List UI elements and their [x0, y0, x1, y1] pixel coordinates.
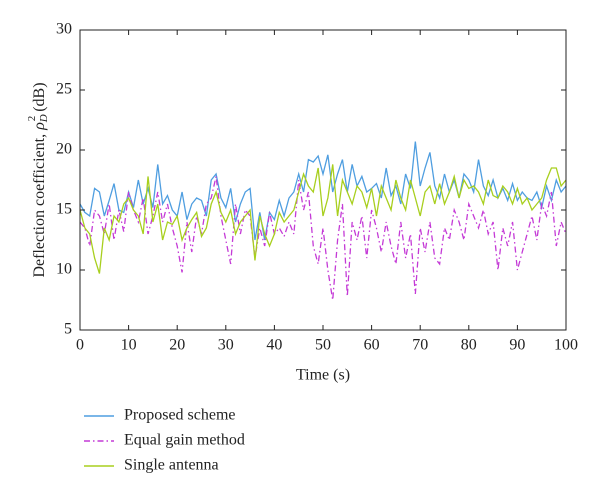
x-tick-label: 30	[218, 337, 234, 354]
y-tick-label: 30	[56, 21, 72, 38]
x-tick-label: 50	[315, 337, 331, 354]
x-tick-label: 90	[509, 337, 525, 354]
y-label-symbol: ρ	[31, 122, 48, 131]
legend-label: Equal gain method	[124, 432, 245, 449]
legend-label: Single antenna	[124, 457, 219, 474]
x-axis-label: Time (s)	[296, 367, 350, 384]
x-tick-label: 70	[412, 337, 428, 354]
y-tick-label: 25	[56, 81, 72, 98]
y-tick-label: 10	[56, 261, 72, 278]
y-label-unit: (dB)	[31, 82, 48, 115]
x-tick-label: 0	[76, 337, 84, 354]
x-tick-label: 100	[554, 337, 578, 354]
x-tick-label: 40	[266, 337, 282, 354]
legend-label: Proposed scheme	[124, 407, 236, 424]
series-line	[79, 176, 567, 301]
series-line	[79, 141, 567, 241]
y-label-sub: D	[38, 114, 50, 123]
x-tick-label: 20	[169, 337, 185, 354]
x-tick-label: 10	[121, 337, 137, 354]
y-label-sup: 2	[26, 116, 38, 122]
y-tick-label: 15	[56, 201, 72, 218]
x-tick-label: 60	[364, 337, 380, 354]
y-tick-label: 20	[56, 141, 72, 158]
series-line	[79, 164, 567, 274]
y-axis-label: Deflection coefficient, ρD2 (dB)	[26, 82, 50, 277]
x-tick-label: 80	[461, 337, 477, 354]
y-label-text: Deflection coefficient,	[31, 130, 48, 278]
y-tick-label: 5	[64, 321, 72, 338]
